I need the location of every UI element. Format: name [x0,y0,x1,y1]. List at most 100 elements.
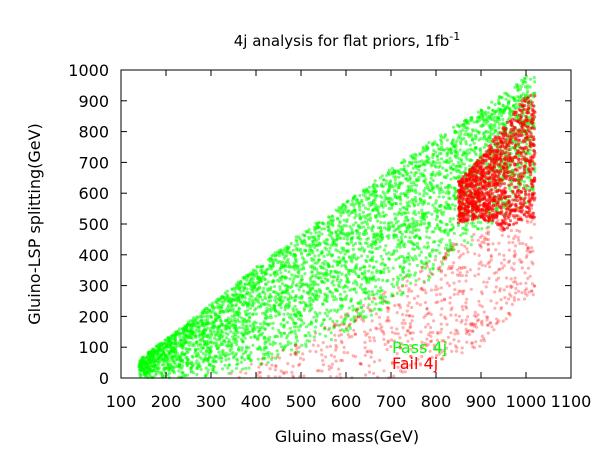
fail-point [504,203,508,208]
pass-point [330,254,334,258]
pass-point [282,312,286,316]
pass-point [290,348,294,352]
pass-point [285,254,289,258]
pass-point [494,119,498,123]
pass-point [378,194,382,198]
fail-point [462,202,466,206]
pass-point [384,203,388,207]
pass-point [414,164,418,168]
pass-point [299,323,303,327]
pass-point [286,289,290,293]
pass-point [338,285,342,289]
pass-point [240,348,244,352]
pass-point [362,225,366,229]
pass-point [223,363,227,367]
pass-point [189,327,193,331]
pass-point [313,237,317,241]
pass-point [431,262,435,267]
fail-point [507,148,511,152]
pass-point [431,153,435,157]
pass-point [408,236,412,240]
pass-point [358,231,362,235]
pass-point [433,248,437,252]
pass-point [310,270,314,274]
pass-point [452,194,456,198]
pass-point [338,292,342,296]
pass-point [302,306,306,311]
pass-point [327,233,331,237]
pass-point [375,213,379,217]
pass-point [187,343,191,347]
pass-point [240,326,244,330]
pass-point [184,328,188,333]
pass-point [342,237,346,241]
fail-point [514,155,518,159]
pass-point [312,267,317,271]
pass-point [433,206,437,210]
pass-point [338,260,342,264]
pass-point [316,237,321,241]
pass-point [202,339,207,344]
pass-point [294,293,298,298]
pass-point [157,370,161,375]
pass-point [434,150,438,154]
pass-point [465,157,469,161]
fail-point [515,221,519,225]
pass-point [350,256,354,260]
pass-point [236,310,240,314]
pass-point [357,224,361,228]
pass-point [444,255,448,259]
pass-point [243,357,247,362]
pass-point [355,281,359,285]
pass-point [273,341,277,345]
pass-point [340,246,344,250]
pass-point [292,277,296,281]
pass-point [358,208,362,212]
pass-point [277,279,281,283]
pass-point [310,298,314,302]
pass-point [486,111,490,115]
pass-point [463,125,467,130]
pass-point [336,274,340,278]
pass-point [518,87,523,91]
fail-point [520,111,524,115]
pass-point [265,307,269,311]
pass-point [418,192,422,196]
pass-point [361,203,365,207]
pass-point [240,356,244,360]
pass-point [256,275,260,279]
pass-point [399,202,403,206]
pass-point [403,242,407,246]
pass-point [354,202,358,206]
pass-point [150,369,154,373]
pass-point [374,194,378,198]
pass-point [354,229,358,233]
pass-point [344,264,348,269]
pass-point [285,302,289,307]
pass-point [385,179,389,183]
pass-point [442,136,446,140]
pass-point [213,360,217,364]
pass-point [226,304,230,308]
pass-point [277,328,281,332]
pass-point [485,130,489,134]
pass-point [163,355,168,359]
pass-point [229,330,233,334]
fail-point [522,107,527,112]
pass-point [398,196,402,200]
pass-point [293,331,297,335]
pass-point [256,287,260,291]
pass-point [406,226,411,230]
fail-point [488,211,492,216]
pass-point [315,243,319,247]
pass-point [410,256,415,260]
pass-point [313,228,317,232]
pass-point [328,326,332,330]
pass-point [428,275,432,279]
pass-point [359,301,363,306]
pass-point [269,316,273,320]
fail-point [484,191,488,195]
pass-point [390,282,394,286]
pass-point [203,308,207,312]
pass-point [427,278,431,282]
